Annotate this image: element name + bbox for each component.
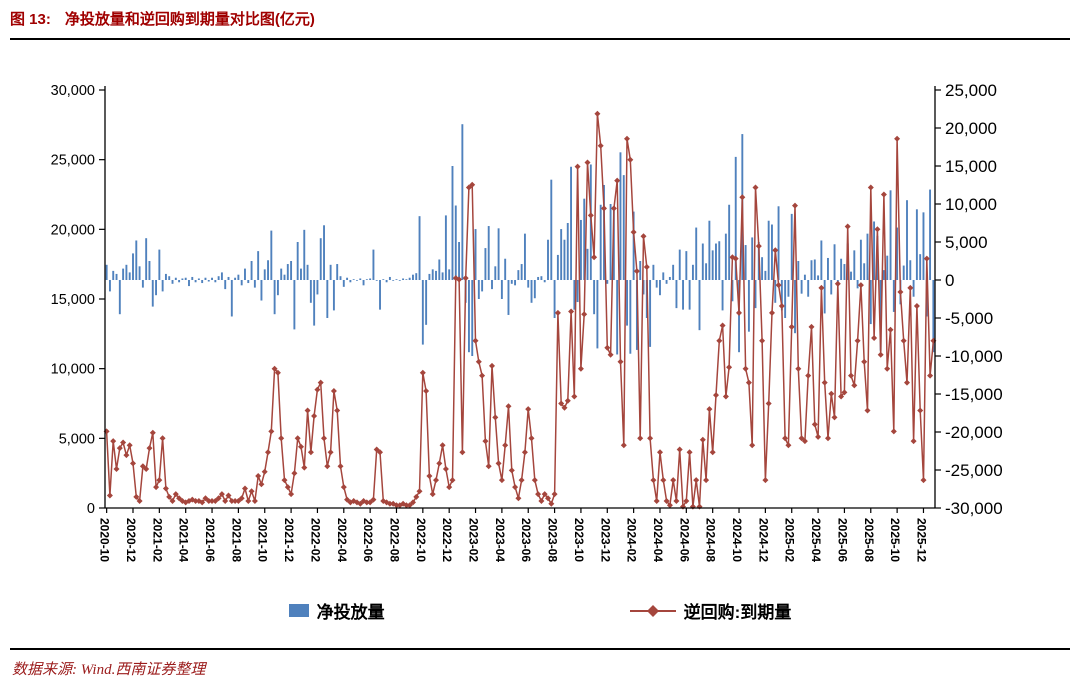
svg-text:2025-12: 2025-12 — [914, 518, 928, 562]
bar-series-swatch — [288, 604, 309, 617]
svg-text:2022-12: 2022-12 — [440, 518, 454, 562]
svg-text:-25,000: -25,000 — [945, 461, 1003, 480]
right-axis-labels: -30,000 -25,000 -20,000 -15,000 -10,000 -5,00… — [935, 81, 1003, 518]
svg-text:10,000: 10,000 — [945, 195, 997, 214]
svg-text:2025-06: 2025-06 — [835, 518, 849, 562]
svg-text:0: 0 — [87, 501, 95, 517]
svg-text:2021-12: 2021-12 — [282, 518, 296, 562]
figure-number: 图 13: — [10, 11, 51, 28]
svg-text:2021-02: 2021-02 — [150, 518, 164, 562]
svg-text:2022-10: 2022-10 — [414, 518, 428, 562]
bar-series — [105, 124, 935, 356]
combo-chart: 0 5,000 10,000 15,000 20,000 25,000 30,000 -30,… — [51, 81, 1003, 562]
svg-text:2025-08: 2025-08 — [862, 518, 876, 562]
legend: 净投放量 逆回购:到期量 — [0, 598, 1080, 623]
svg-text:2025-04: 2025-04 — [809, 518, 823, 562]
svg-text:20,000: 20,000 — [51, 222, 95, 238]
svg-text:2022-08: 2022-08 — [387, 518, 401, 562]
svg-text:2024-12: 2024-12 — [756, 518, 770, 562]
svg-text:2024-10: 2024-10 — [730, 518, 744, 562]
line-series-swatch — [629, 604, 676, 617]
svg-text:2020-10: 2020-10 — [98, 518, 112, 562]
svg-text:2023-04: 2023-04 — [493, 518, 507, 562]
svg-text:2021-10: 2021-10 — [256, 518, 270, 562]
svg-text:2025-10: 2025-10 — [888, 518, 902, 562]
svg-text:2024-04: 2024-04 — [651, 518, 665, 562]
svg-text:2024-06: 2024-06 — [677, 518, 691, 562]
chart-title-bar: 图 13: 净投放量和逆回购到期量对比图(亿元) — [10, 8, 1070, 40]
svg-text:-30,000: -30,000 — [945, 499, 1003, 518]
svg-text:2021-04: 2021-04 — [177, 518, 191, 562]
svg-text:-5,000: -5,000 — [945, 309, 993, 328]
svg-text:2025-02: 2025-02 — [783, 518, 797, 562]
svg-text:15,000: 15,000 — [51, 292, 95, 308]
svg-text:15,000: 15,000 — [945, 157, 997, 176]
legend-label-net-injection: 净投放量 — [316, 603, 385, 622]
legend-item-net-injection: 净投放量 — [288, 598, 385, 623]
svg-text:0: 0 — [945, 271, 954, 290]
left-axis-labels: 0 5,000 10,000 15,000 20,000 25,000 30,000 — [51, 83, 105, 517]
x-axis-labels: 2020-10 2020-12 2021-02 2021-04 2021-06 2021-… — [98, 508, 928, 562]
svg-text:5,000: 5,000 — [59, 431, 95, 447]
data-source-note: 数据来源: Wind.西南证券整理 — [12, 662, 206, 678]
svg-text:2024-02: 2024-02 — [625, 518, 639, 562]
svg-text:2023-02: 2023-02 — [467, 518, 481, 562]
line-series — [103, 110, 937, 510]
svg-text:2022-06: 2022-06 — [361, 518, 375, 562]
svg-text:2024-08: 2024-08 — [704, 518, 718, 562]
svg-text:2023-12: 2023-12 — [598, 518, 612, 562]
svg-text:2022-04: 2022-04 — [335, 518, 349, 562]
svg-text:-20,000: -20,000 — [945, 423, 1003, 442]
svg-text:20,000: 20,000 — [945, 119, 997, 138]
svg-text:2021-08: 2021-08 — [229, 518, 243, 562]
svg-text:25,000: 25,000 — [945, 81, 997, 100]
svg-text:2023-08: 2023-08 — [546, 518, 560, 562]
axes — [104, 86, 936, 509]
svg-text:2021-06: 2021-06 — [203, 518, 217, 562]
svg-text:2023-10: 2023-10 — [572, 518, 586, 562]
legend-label-reverse-repo: 逆回购:到期量 — [683, 603, 792, 622]
svg-text:2022-02: 2022-02 — [308, 518, 322, 562]
legend-item-reverse-repo: 逆回购:到期量 — [629, 598, 792, 623]
footer-divider — [10, 648, 1070, 650]
svg-text:-10,000: -10,000 — [945, 347, 1003, 366]
svg-text:10,000: 10,000 — [51, 362, 95, 378]
svg-text:25,000: 25,000 — [51, 153, 95, 169]
svg-text:2020-12: 2020-12 — [124, 518, 138, 562]
svg-text:5,000: 5,000 — [945, 233, 988, 252]
svg-text:2023-06: 2023-06 — [519, 518, 533, 562]
page-title: 净投放量和逆回购到期量对比图(亿元) — [64, 11, 315, 28]
svg-text:30,000: 30,000 — [51, 83, 95, 99]
svg-text:-15,000: -15,000 — [945, 385, 1003, 404]
